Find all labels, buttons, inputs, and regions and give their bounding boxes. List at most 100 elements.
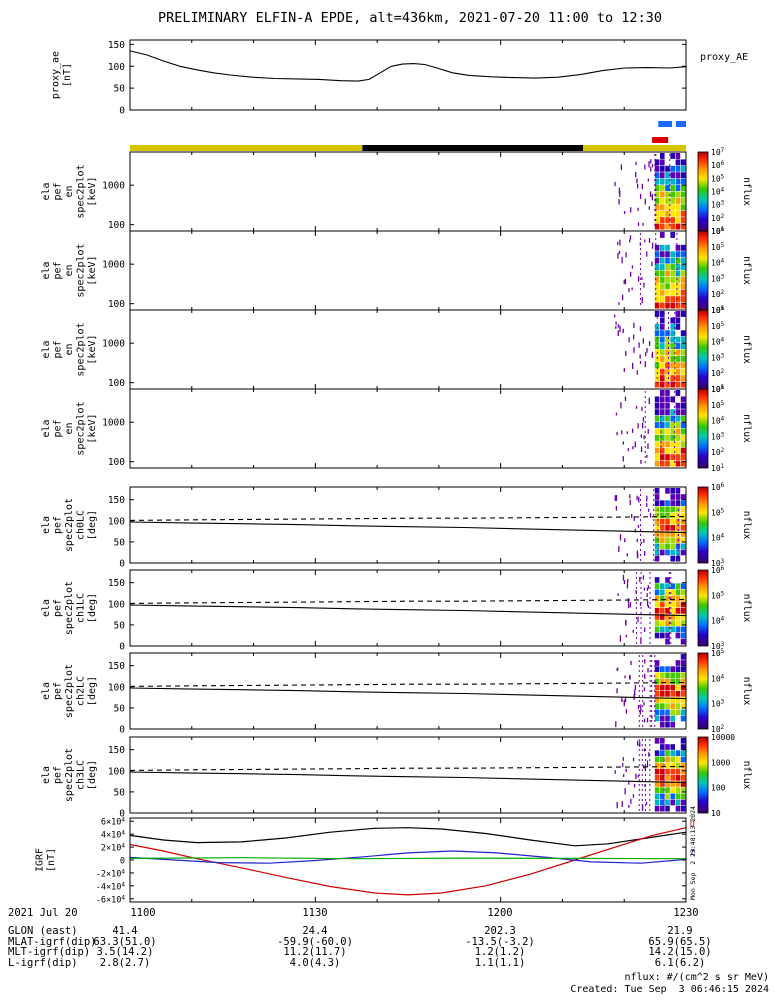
rect-shape <box>628 674 631 680</box>
rect-shape <box>670 589 675 596</box>
rect-shape <box>615 721 617 728</box>
rect-shape <box>637 524 640 528</box>
rect-shape <box>665 805 670 812</box>
rect-shape <box>637 222 640 226</box>
rect-shape <box>654 601 660 608</box>
rect-shape <box>660 375 665 382</box>
colorbar-tick-label: 103 <box>711 201 725 210</box>
rect-shape <box>680 244 686 251</box>
rect-shape <box>670 626 675 633</box>
rect-shape <box>680 494 686 500</box>
footer-value: -13.5(-3.2) <box>465 936 535 948</box>
igrf-component-label: D <box>690 819 695 828</box>
rect-shape <box>680 750 686 756</box>
rect-shape <box>644 164 646 170</box>
rect-shape <box>628 288 630 292</box>
colorbar-tick-label: 1000 <box>711 758 730 767</box>
rect-shape <box>675 409 681 416</box>
colorbar-tick-label: 101 <box>711 227 725 236</box>
rect-shape <box>626 583 629 589</box>
rect-shape <box>680 756 686 763</box>
rect-shape <box>675 781 681 787</box>
rect-shape <box>670 434 675 441</box>
rect-shape <box>675 159 681 166</box>
rect-shape <box>680 460 686 467</box>
rect-shape <box>660 805 665 812</box>
rect-shape <box>654 805 660 812</box>
rect-shape <box>654 666 660 672</box>
y-tick-label: 0 <box>119 809 125 820</box>
rect-shape <box>651 164 654 168</box>
panel-ylabel: [deg] <box>87 593 98 623</box>
rect-shape <box>675 709 681 716</box>
rect-shape <box>625 351 627 356</box>
rect-shape <box>647 178 650 182</box>
rect-shape <box>654 793 660 800</box>
rect-shape <box>675 422 681 428</box>
rect-shape <box>635 405 638 409</box>
rect-shape <box>634 685 637 691</box>
rect-shape <box>680 601 686 608</box>
rect-shape <box>654 750 660 756</box>
rect-shape <box>646 600 649 606</box>
rect-shape <box>629 499 631 506</box>
rect-shape <box>620 403 622 409</box>
rect-shape <box>670 793 675 800</box>
rect-shape <box>624 675 626 679</box>
rect-shape <box>647 605 650 608</box>
rect-shape <box>675 428 681 435</box>
panel-ylabel: pef <box>53 682 64 700</box>
rect-shape <box>670 531 675 537</box>
rect-shape <box>628 337 630 343</box>
panel-ylabel: en <box>64 343 75 355</box>
time-axis-row: 2021 Jul 20 1100 1130 1200 1230 <box>0 907 775 919</box>
rect-shape <box>670 525 675 531</box>
rect-shape <box>665 185 670 191</box>
rect-shape <box>675 632 681 639</box>
rect-shape <box>670 500 675 506</box>
y-tick-label: -4×104 <box>96 881 126 892</box>
rect-shape <box>660 721 665 728</box>
colorbar-tick-label: 106 <box>711 227 725 236</box>
rect-shape <box>675 684 681 691</box>
rect-shape <box>632 446 634 450</box>
colorbar-tick-label: 104 <box>711 534 725 543</box>
panel-frame <box>129 230 687 311</box>
rect-shape <box>646 760 649 767</box>
rect-shape <box>660 330 665 337</box>
panel-ylabel: spec2plot <box>64 748 75 802</box>
rect-shape <box>675 251 681 258</box>
colorbar-tick-label: 104 <box>711 338 725 347</box>
rect-shape <box>670 454 675 461</box>
rect-shape <box>670 506 675 513</box>
rect-shape <box>643 702 645 706</box>
rect-shape <box>670 684 675 691</box>
tspan-shape: 3 <box>721 559 725 565</box>
tspan-shape: 3 <box>721 700 725 706</box>
footer-value: 6.1(6.2) <box>654 957 706 969</box>
rect-shape <box>670 799 675 806</box>
colorbar-tick-label: 103 <box>711 559 725 568</box>
y-tick-label: 50 <box>114 620 126 631</box>
y-tick-label: 100 <box>108 516 125 527</box>
rect-shape <box>665 460 670 467</box>
rect-shape <box>660 703 665 709</box>
rect-shape <box>654 494 660 500</box>
rect-shape <box>643 627 646 633</box>
rect-shape <box>647 585 650 589</box>
rect-shape <box>637 705 640 710</box>
rect-shape <box>680 626 686 633</box>
rect-shape <box>680 506 686 513</box>
rect-shape <box>680 691 686 697</box>
data-line <box>129 857 687 860</box>
rect-shape <box>627 598 629 603</box>
rect-shape <box>670 172 675 179</box>
rect-shape <box>654 396 660 403</box>
rect-shape <box>654 210 660 217</box>
rect-shape <box>660 781 665 787</box>
rect-shape <box>654 738 660 744</box>
rect-shape <box>633 347 635 353</box>
rect-shape <box>680 257 686 264</box>
rect-shape <box>640 460 642 464</box>
y-tick-label: 0 <box>119 106 125 117</box>
